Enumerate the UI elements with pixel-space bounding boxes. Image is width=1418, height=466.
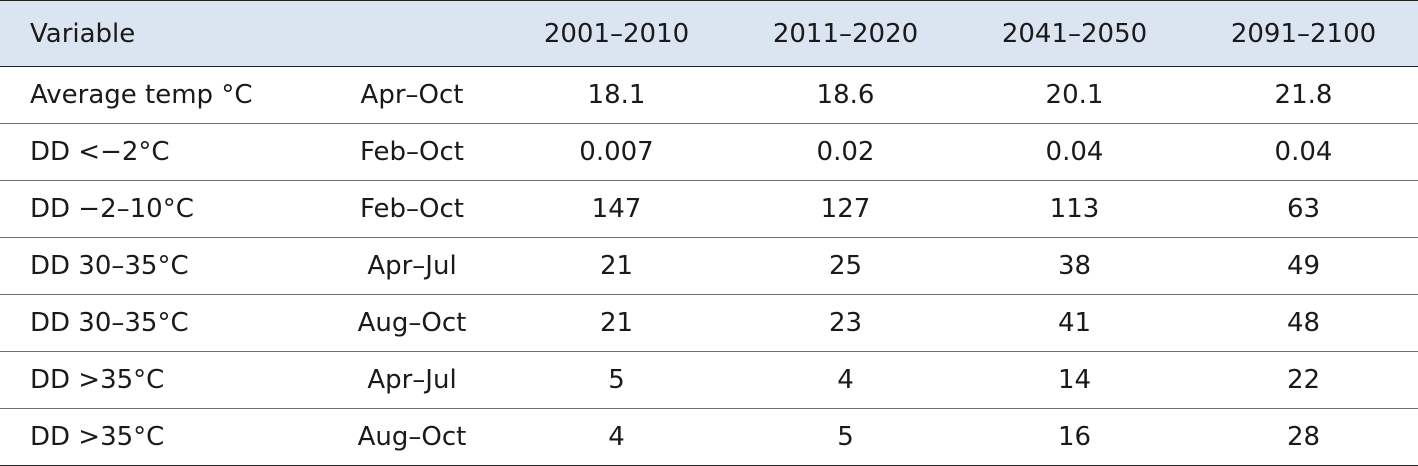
cell-value: 21.8 [1189, 66, 1418, 124]
cell-value: 28 [1189, 408, 1418, 466]
cell-value: 4 [502, 408, 731, 466]
cell-variable: DD >35°C [0, 408, 322, 466]
table-row: DD −2–10°C Feb–Oct 147 127 113 63 [0, 180, 1418, 238]
cell-value: 4 [731, 351, 960, 409]
cell-value: 14 [960, 351, 1189, 409]
cell-period: Apr–Jul [322, 237, 502, 295]
table-body: Average temp °C Apr–Oct 18.1 18.6 20.1 2… [0, 66, 1418, 466]
cell-value: 48 [1189, 294, 1418, 352]
cell-value: 22 [1189, 351, 1418, 409]
cell-period: Aug–Oct [322, 294, 502, 352]
cell-variable: DD >35°C [0, 351, 322, 409]
cell-variable: DD 30–35°C [0, 294, 322, 352]
table-row: DD 30–35°C Apr–Jul 21 25 38 49 [0, 237, 1418, 295]
cell-value: 0.04 [1189, 123, 1418, 181]
header-period [322, 0, 502, 67]
cell-period: Apr–Oct [322, 66, 502, 124]
table-row: DD >35°C Aug–Oct 4 5 16 28 [0, 408, 1418, 466]
table-row: Average temp °C Apr–Oct 18.1 18.6 20.1 2… [0, 66, 1418, 124]
table-row: DD 30–35°C Aug–Oct 21 23 41 48 [0, 294, 1418, 352]
cell-value: 5 [502, 351, 731, 409]
cell-value: 63 [1189, 180, 1418, 238]
cell-value: 147 [502, 180, 731, 238]
cell-value: 38 [960, 237, 1189, 295]
cell-value: 18.6 [731, 66, 960, 124]
header-row: Variable 2001–2010 2011–2020 2041–2050 2… [0, 0, 1418, 67]
cell-period: Feb–Oct [322, 123, 502, 181]
header-2011-2020: 2011–2020 [731, 0, 960, 67]
header-2041-2050: 2041–2050 [960, 0, 1189, 67]
cell-value: 21 [502, 294, 731, 352]
cell-period: Apr–Jul [322, 351, 502, 409]
cell-value: 0.007 [502, 123, 731, 181]
header-2001-2010: 2001–2010 [502, 0, 731, 67]
cell-value: 23 [731, 294, 960, 352]
cell-value: 20.1 [960, 66, 1189, 124]
table-header: Variable 2001–2010 2011–2020 2041–2050 2… [0, 0, 1418, 67]
cell-value: 18.1 [502, 66, 731, 124]
cell-value: 5 [731, 408, 960, 466]
cell-value: 127 [731, 180, 960, 238]
cell-period: Feb–Oct [322, 180, 502, 238]
cell-period: Aug–Oct [322, 408, 502, 466]
cell-variable: DD −2–10°C [0, 180, 322, 238]
header-variable: Variable [0, 0, 322, 67]
table-row: DD >35°C Apr–Jul 5 4 14 22 [0, 351, 1418, 409]
cell-value: 49 [1189, 237, 1418, 295]
header-2091-2100: 2091–2100 [1189, 0, 1418, 67]
cell-value: 0.02 [731, 123, 960, 181]
cell-value: 0.04 [960, 123, 1189, 181]
cell-value: 25 [731, 237, 960, 295]
cell-value: 113 [960, 180, 1189, 238]
cell-variable: Average temp °C [0, 66, 322, 124]
cell-variable: DD <−2°C [0, 123, 322, 181]
table-row: DD <−2°C Feb–Oct 0.007 0.02 0.04 0.04 [0, 123, 1418, 181]
cell-value: 21 [502, 237, 731, 295]
cell-value: 16 [960, 408, 1189, 466]
cell-value: 41 [960, 294, 1189, 352]
cell-variable: DD 30–35°C [0, 237, 322, 295]
